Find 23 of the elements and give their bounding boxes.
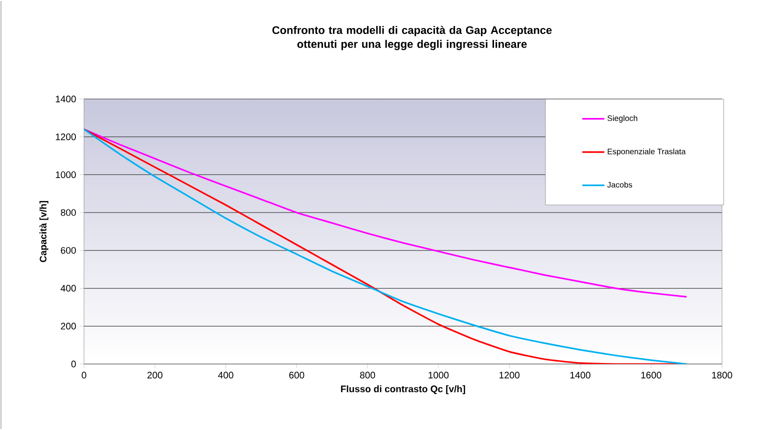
y-axis-title: Capacità [v/h] <box>39 201 48 262</box>
y-tick-label: 0 <box>71 360 76 368</box>
y-tick-label: 1000 <box>56 171 76 178</box>
x-tick-label: 400 <box>218 372 234 378</box>
x-tick-label: 200 <box>147 372 162 378</box>
x-tick-label: 1600 <box>641 372 662 378</box>
x-tick-label: 1800 <box>712 372 732 378</box>
x-tick-label: 1400 <box>570 372 590 378</box>
x-tick-label: 1000 <box>428 372 449 378</box>
x-tick-label: 600 <box>289 372 304 378</box>
line-series <box>84 128 688 298</box>
x-tick-label: 800 <box>360 372 376 378</box>
chart-title: Confronto tra modelli di capacità da Gap Acceptance ottenuti per una legge degli ingressi lineare <box>272 26 552 50</box>
y-tick-label: 1200 <box>56 134 76 140</box>
y-tick-label: 400 <box>60 284 76 292</box>
x-axis-title: Flusso di contrasto Qc [v/h] <box>341 385 466 394</box>
y-tick-label: 600 <box>60 247 76 254</box>
y-tick-label: 1400 <box>56 96 76 102</box>
x-tick-label: 0 <box>82 372 86 378</box>
y-tick-label: 800 <box>60 209 76 216</box>
x-tick-label: 1200 <box>500 372 520 378</box>
line-series <box>84 128 688 364</box>
y-tick-label: 200 <box>60 322 76 330</box>
